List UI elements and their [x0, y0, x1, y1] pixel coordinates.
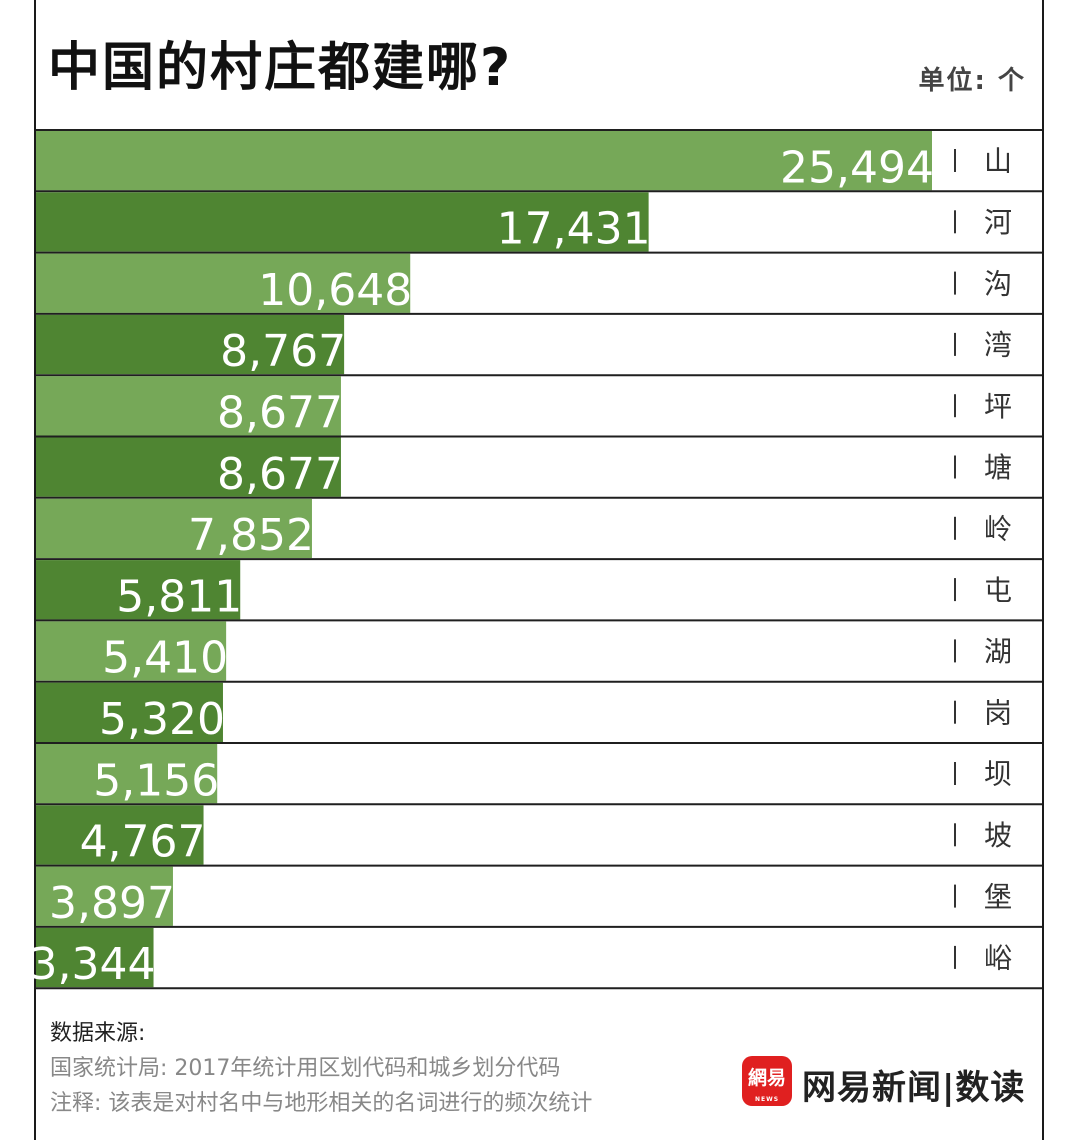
bar-value-label: 25,494	[780, 142, 934, 193]
category-label: 湖	[984, 635, 1012, 668]
category-label: 峪	[984, 942, 1012, 975]
category-label: 岗	[984, 696, 1012, 729]
bar-value-label: 5,410	[102, 633, 228, 684]
logo-sub: NEWS	[754, 1096, 780, 1103]
bar-value-label: 5,156	[93, 755, 219, 806]
bar	[36, 744, 218, 804]
source-heading: 数据来源:	[50, 1021, 146, 1046]
bar	[36, 253, 411, 313]
bar-value-label: 8,677	[217, 449, 343, 500]
brand-name: 网易新闻|数读	[802, 1068, 1026, 1108]
logo-text: 網易	[747, 1067, 786, 1089]
bar	[36, 192, 649, 252]
category-label: 堡	[984, 880, 1012, 913]
unit-label: 单位: 个	[918, 66, 1026, 96]
chart-title: 中国的村庄都建哪?	[48, 38, 513, 98]
bar	[36, 376, 341, 436]
category-label: 塘	[984, 451, 1012, 484]
bar-value-label: 5,320	[99, 694, 225, 745]
note-line: 注释: 该表是对村名中与地形相关的名词进行的频次统计	[50, 1091, 593, 1116]
bar	[36, 805, 204, 865]
bar	[36, 621, 227, 681]
category-label: 沟	[984, 267, 1012, 300]
bar-value-label: 17,431	[497, 204, 651, 255]
bar	[36, 131, 932, 191]
bar-value-label: 3,344	[30, 939, 156, 990]
bar-value-label: 4,767	[80, 817, 206, 868]
bar	[36, 314, 345, 375]
bar	[36, 866, 173, 926]
category-label: 屯	[984, 574, 1012, 607]
category-label: 湾	[984, 329, 1012, 362]
category-label: 山	[984, 145, 1012, 178]
source-line: 国家统计局: 2017年统计用区划代码和城乡划分代码	[50, 1056, 561, 1081]
bar-value-label: 10,648	[258, 265, 412, 316]
bar-value-label: 8,677	[217, 388, 343, 439]
category-label: 岭	[984, 512, 1012, 545]
category-label: 坪	[984, 390, 1012, 423]
category-label: 坝	[984, 758, 1012, 791]
chart-frame	[34, 0, 1044, 1140]
bar	[36, 560, 241, 620]
bar	[36, 682, 223, 742]
category-label: 坡	[984, 819, 1012, 852]
bar	[36, 927, 154, 988]
bar-value-label: 3,897	[49, 878, 175, 929]
bar	[36, 498, 312, 559]
bar-value-label: 8,767	[220, 326, 346, 377]
bar	[36, 437, 341, 497]
bar-value-label: 5,811	[116, 571, 242, 622]
bar-value-label: 7,852	[188, 510, 314, 561]
netease-logo-icon: 網易 NEWS	[742, 1056, 792, 1106]
category-label: 河	[984, 206, 1012, 239]
